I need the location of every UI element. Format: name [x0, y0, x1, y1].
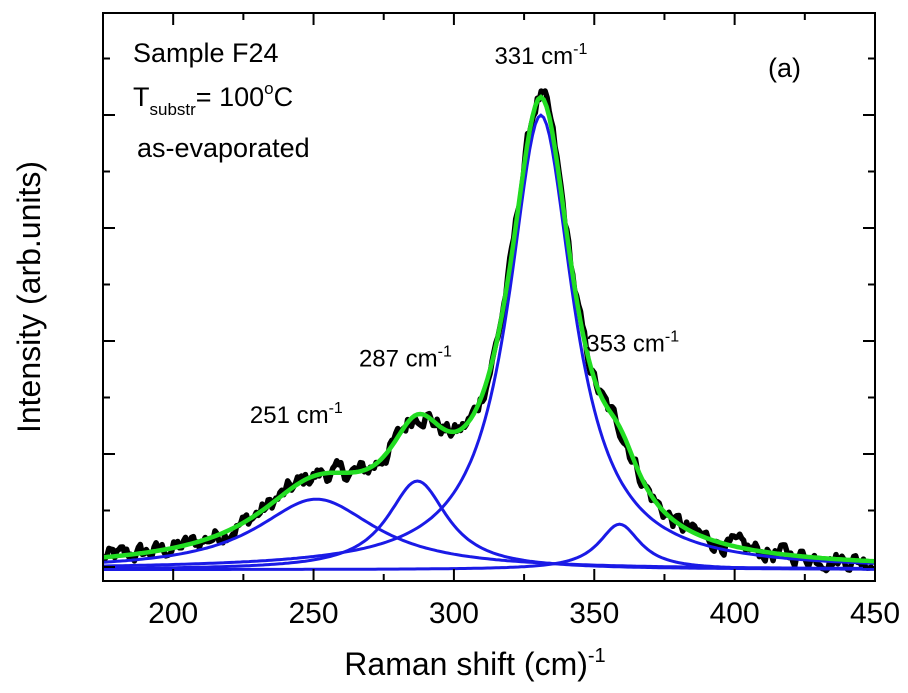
component-peak-331 — [103, 113, 875, 568]
peak-label-331: 331 cm-1 — [494, 41, 587, 70]
tick-layer: 200 250 300 350 400 450 — [102, 13, 900, 630]
component-peak-359 — [103, 522, 875, 571]
fit-curve-line — [103, 94, 875, 564]
temperature-label: Tsubstr= 100oC — [133, 79, 293, 119]
x-tick-label: 450 — [850, 597, 900, 630]
data-layer — [103, 88, 875, 574]
sample-label: Sample F24 — [133, 38, 279, 68]
x-tick-label: 200 — [148, 597, 198, 630]
x-tick-label: 350 — [569, 597, 619, 630]
x-tick-label: 250 — [289, 597, 339, 630]
state-label: as-evaporated — [137, 133, 310, 163]
x-tick-label: 300 — [429, 597, 479, 630]
peak-label-353: 353 cm-1 — [586, 329, 679, 358]
peak-label-251: 251 cm-1 — [250, 400, 343, 429]
peak-labels: 251 cm-1 287 cm-1 331 cm-1 353 cm-1 — [250, 41, 679, 429]
peak-label-287: 287 cm-1 — [359, 343, 452, 372]
x-axis-title: Raman shift (cm)-1 — [344, 645, 605, 682]
x-axis-title-sup: -1 — [588, 645, 606, 667]
x-tick-label: 400 — [710, 597, 760, 630]
y-axis-title: Intensity (arb.units) — [11, 161, 47, 433]
plot-frame — [102, 12, 876, 582]
panel-label: (a) — [768, 53, 801, 83]
